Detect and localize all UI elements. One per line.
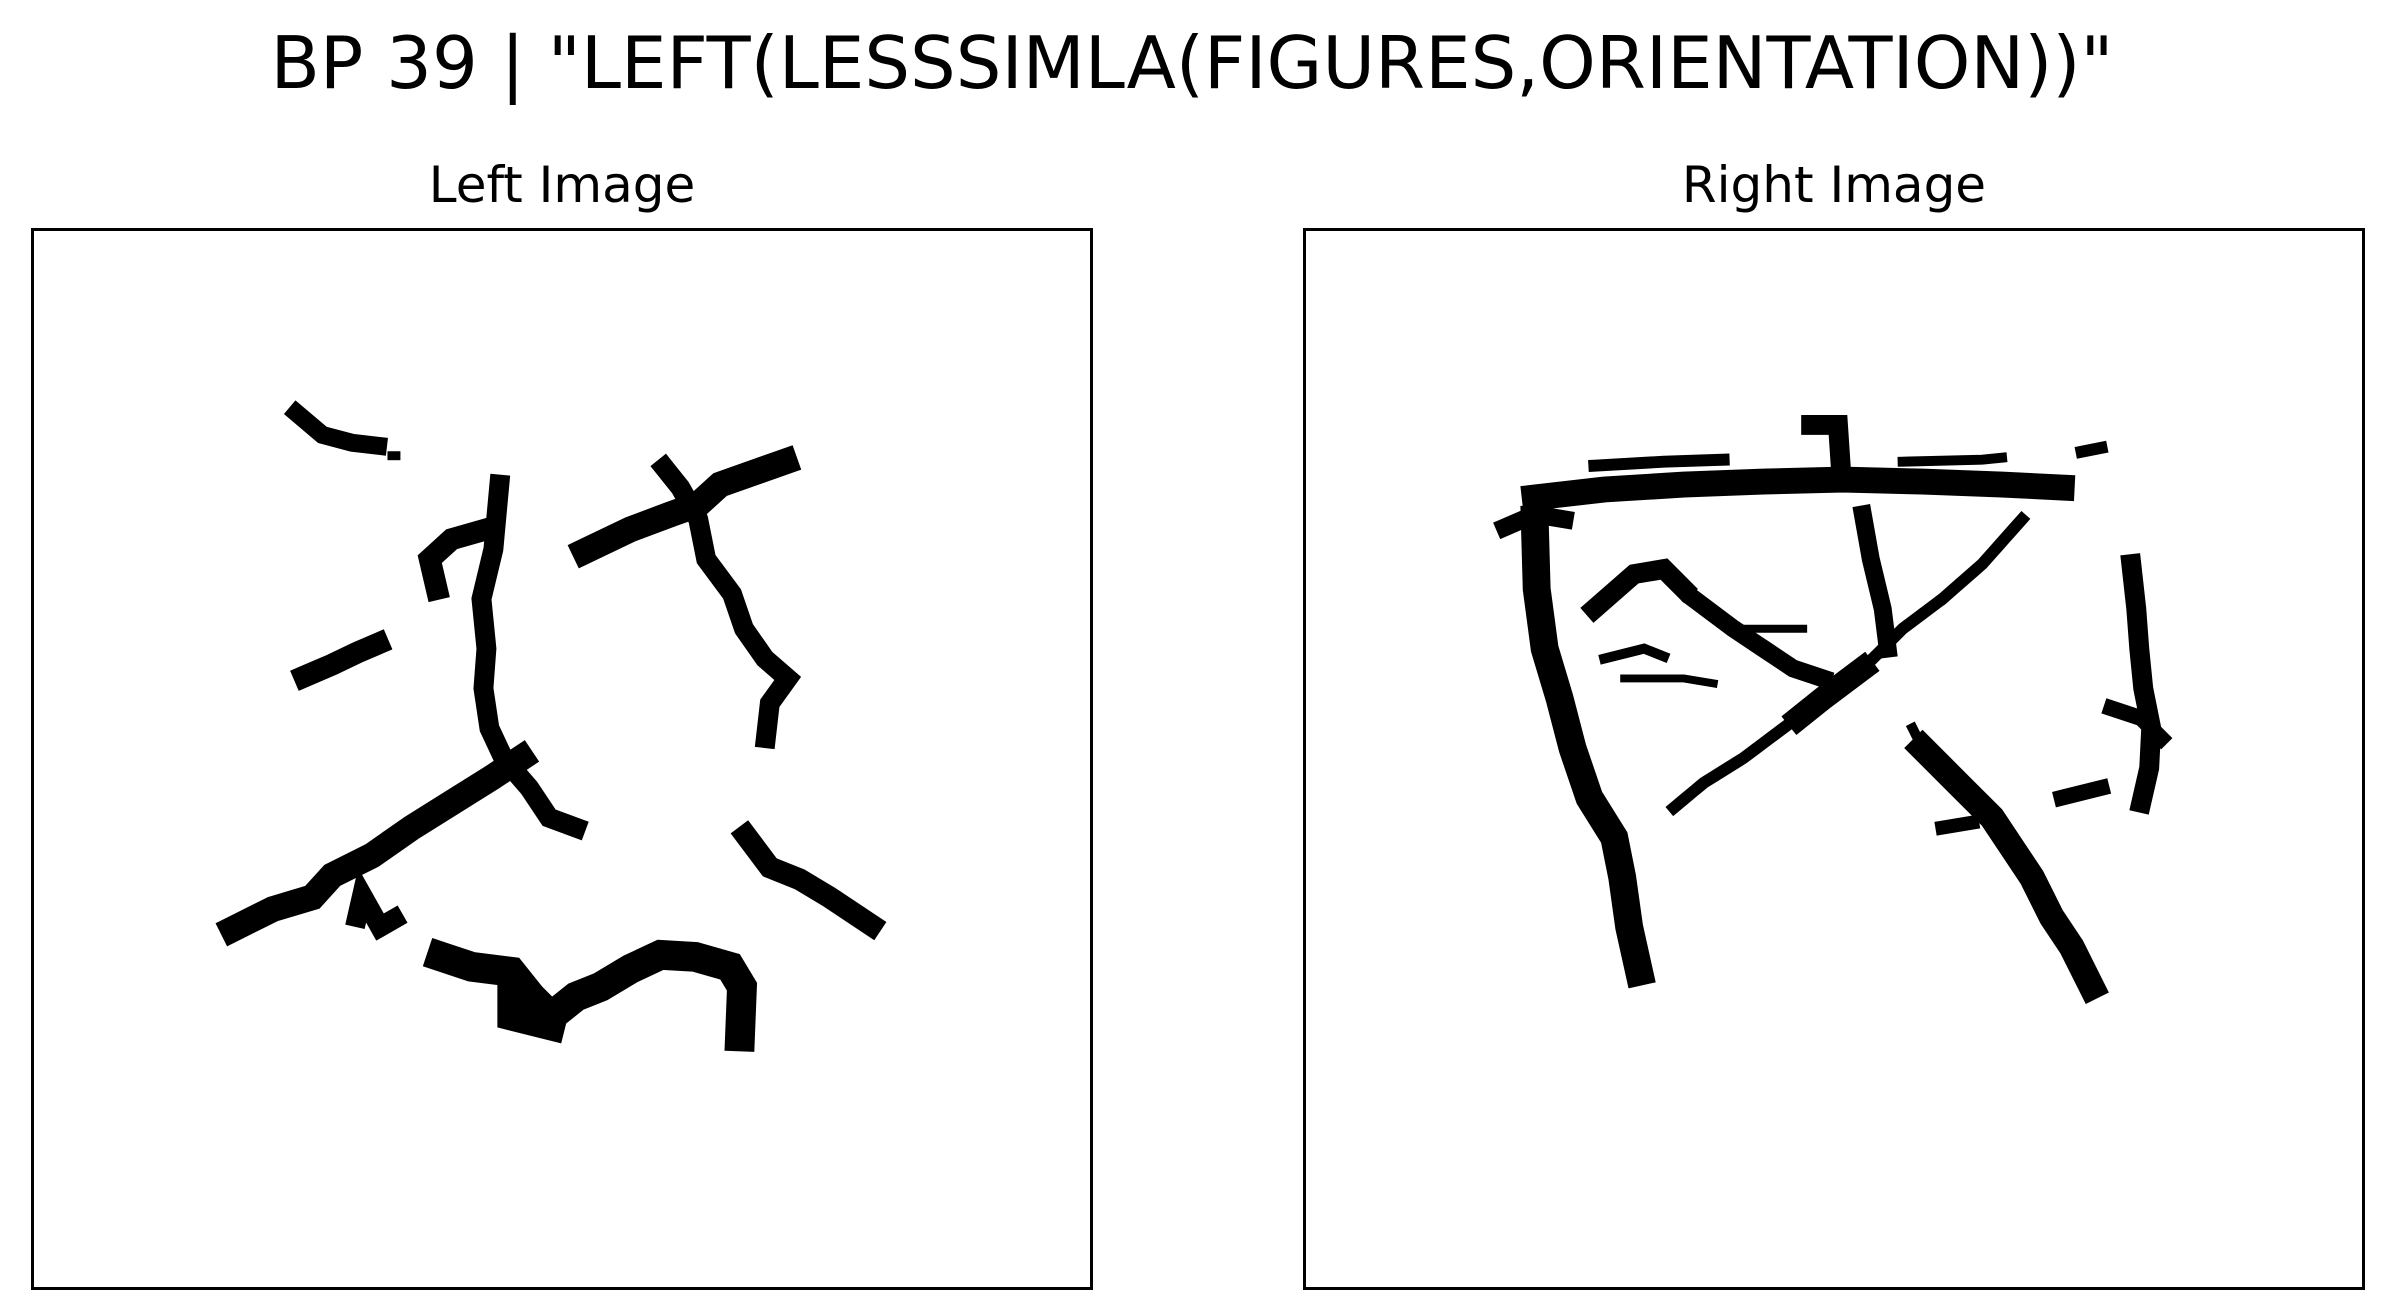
right-figure-stroke [1665, 510, 2031, 817]
right-figure-stroke [1934, 814, 1981, 836]
right-figure-stroke [1897, 452, 2008, 467]
left-figure-stroke [417, 515, 500, 603]
right-figure-stroke [1598, 643, 1671, 665]
left-figure-stroke [422, 938, 758, 1052]
right-figure-stroke [1781, 651, 1880, 736]
right-figure-stroke [2120, 553, 2162, 815]
left-figure-stroke [387, 451, 401, 461]
left-figure-stroke [650, 453, 802, 750]
right-figure-stroke [1520, 466, 2076, 512]
left-figure-stroke [215, 740, 540, 947]
left-figure-stroke [290, 629, 393, 691]
right-image-panel [1303, 228, 2365, 1290]
right-figure-stroke [1905, 721, 1930, 755]
left-figure-stroke [471, 473, 589, 841]
right-panel-title: Right Image [1681, 156, 1987, 214]
right-figure-stroke [1852, 504, 1898, 659]
right-figure-stroke [2101, 698, 2173, 750]
left-image-canvas [215, 400, 887, 1052]
left-image-panel [31, 228, 1093, 1290]
right-figure-stroke [1681, 586, 1835, 690]
left-figure-stroke [283, 400, 388, 456]
right-figure-stroke [1620, 674, 1719, 689]
right-figure-stroke [2052, 778, 2112, 808]
left-figure-stroke [730, 820, 887, 941]
right-figure-stroke [1588, 453, 1730, 472]
left-figure-stroke [345, 867, 408, 941]
right-figure-stroke [1904, 729, 2109, 1005]
right-figure-stroke [2074, 440, 2109, 459]
right-figure-stroke [1580, 558, 1698, 623]
left-figure-stroke [497, 972, 568, 1044]
right-figure-stroke [1520, 505, 1656, 989]
figure-title: BP 39 | "LEFT(LESSSIMLA(FIGURES,ORIENTAT… [270, 21, 2114, 105]
right-image-canvas [1493, 414, 2173, 1005]
left-panel-title: Left Image [428, 156, 696, 214]
right-figure-stroke [1801, 414, 1852, 481]
